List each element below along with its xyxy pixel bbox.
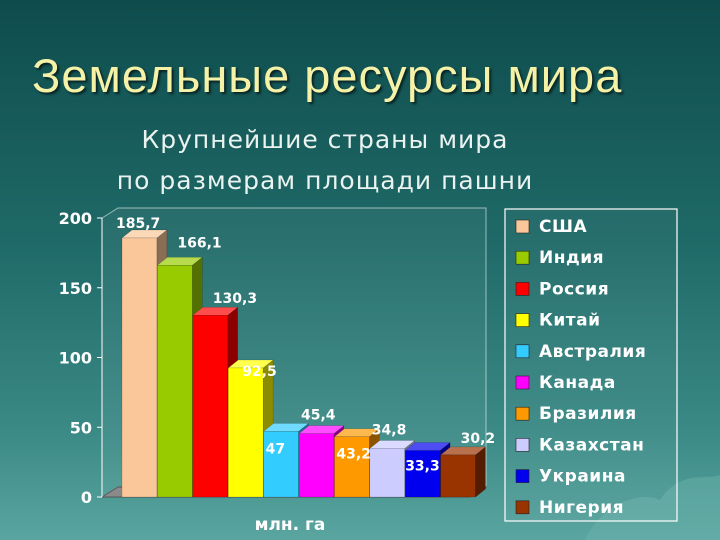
bar-front	[440, 454, 476, 498]
y-tick-label: 0	[81, 488, 92, 507]
legend-item: Украина	[515, 467, 626, 487]
bar-value-label: 30,2	[461, 431, 496, 447]
chart-legend: США Индия Россия Китай Австралия Канада Бразил…	[504, 208, 678, 522]
legend-item: Индия	[515, 248, 604, 268]
legend-label: Бразилия	[539, 404, 637, 424]
y-tick-label: 150	[59, 279, 92, 298]
bar-front	[263, 431, 299, 498]
legend-swatch	[515, 313, 530, 327]
bar-value-label: 92,5	[242, 364, 277, 380]
legend-swatch	[515, 469, 530, 483]
bar-value-label: 130,3	[213, 291, 257, 307]
legend-label: Австралия	[539, 342, 646, 362]
bar-front	[404, 450, 441, 498]
legend-box	[504, 208, 678, 522]
legend-label: Россия	[539, 279, 609, 299]
chart-subtitle-line1: Крупнейшие страны мира	[141, 125, 509, 154]
legend-label: Украина	[539, 467, 626, 487]
legend-label: США	[539, 217, 587, 237]
x-axis-label: млн. га	[255, 515, 326, 535]
legend-swatch	[515, 438, 530, 452]
legend-swatch	[515, 344, 530, 359]
bar-front	[157, 265, 193, 498]
legend-swatch	[515, 219, 530, 234]
bar-side	[475, 446, 486, 498]
bar-front	[227, 367, 264, 498]
bar-front	[192, 314, 228, 498]
legend-item: Казахстан	[515, 435, 644, 455]
slide-title: Земельные ресурсы мира	[32, 49, 623, 102]
y-tick-label: 50	[70, 418, 92, 437]
bar-front	[298, 433, 335, 498]
legend-swatch	[515, 500, 530, 515]
bar-value-label: 45,4	[301, 408, 336, 424]
y-tick-label: 200	[59, 209, 92, 228]
y-tick-label: 100	[59, 349, 92, 368]
legend-item: Нигерия	[515, 498, 624, 518]
chart-subtitle-line2: по размерам площади пашни	[116, 166, 534, 195]
bar-value-label: 34,8	[372, 422, 407, 438]
legend-label: Индия	[539, 248, 604, 268]
bar-value-label: 185,7	[116, 216, 160, 232]
bar-front	[369, 448, 405, 498]
legend-swatch	[515, 282, 530, 296]
bar-value-label: 47	[266, 441, 285, 457]
legend-item: Китай	[515, 311, 601, 331]
legend-swatch	[515, 250, 530, 265]
legend-item: США	[515, 217, 587, 237]
legend-label: Китай	[539, 311, 601, 331]
chart-bars	[121, 229, 487, 498]
legend-label: Канада	[539, 373, 616, 393]
bar-value-label: 43,2	[336, 447, 371, 463]
legend-swatch	[515, 375, 530, 390]
bar-value-label: 33,3	[405, 459, 440, 475]
chart-data-labels: 185,7 166,1 130,3 92,5 47 45,4 43,234,8 33,3 30,…	[116, 216, 495, 475]
legend-item: Канада	[515, 373, 616, 393]
bar	[439, 446, 487, 498]
legend-label: Нигерия	[539, 498, 624, 518]
legend-item: Австралия	[515, 342, 646, 362]
bar-front	[334, 436, 370, 498]
bar-front	[121, 237, 158, 498]
legend-item: Россия	[515, 279, 609, 299]
legend-label: Казахстан	[539, 435, 644, 455]
bar-value-label: 166,1	[177, 235, 221, 251]
legend-swatch	[515, 406, 530, 421]
legend-item: Бразилия	[515, 404, 637, 424]
